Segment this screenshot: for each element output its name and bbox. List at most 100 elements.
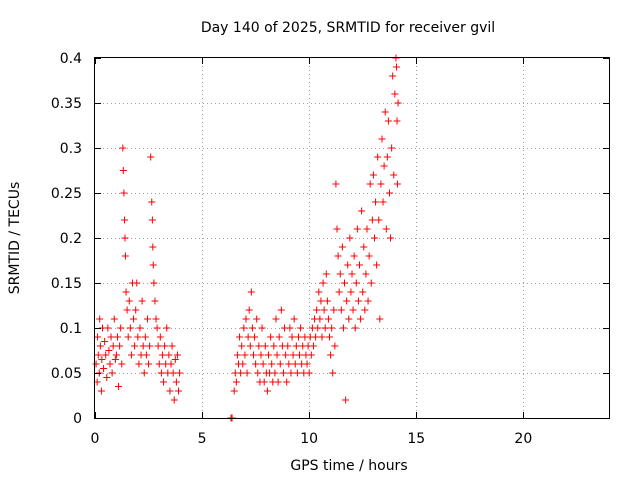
data-point	[255, 342, 263, 350]
data-point	[307, 351, 315, 359]
data-point	[118, 360, 126, 368]
data-point	[312, 333, 320, 341]
data-point	[94, 333, 102, 341]
data-point	[126, 324, 134, 332]
data-point	[140, 369, 148, 377]
data-point	[116, 342, 124, 350]
data-point	[110, 315, 118, 323]
data-point	[363, 225, 371, 233]
data-point	[161, 342, 169, 350]
data-point	[370, 234, 378, 242]
data-point	[153, 324, 161, 332]
data-point	[355, 261, 363, 269]
data-point	[393, 180, 401, 188]
data-point	[167, 360, 175, 368]
data-point	[169, 369, 177, 377]
data-point	[163, 324, 171, 332]
data-point	[358, 207, 366, 215]
data-point	[378, 135, 386, 143]
data-point	[294, 333, 302, 341]
data-point	[289, 351, 297, 359]
y-tick-label: 0.25	[51, 186, 82, 202]
y-tick-label: 0.05	[51, 366, 82, 382]
data-point	[254, 369, 262, 377]
data-point	[152, 315, 160, 323]
data-point	[322, 270, 330, 278]
data-point	[292, 342, 300, 350]
data-point	[383, 153, 391, 161]
data-point	[315, 288, 323, 296]
data-point	[101, 338, 109, 345]
data-point	[360, 243, 368, 251]
data-point	[253, 315, 261, 323]
data-point	[148, 216, 156, 224]
data-point	[242, 315, 250, 323]
data-point	[382, 225, 390, 233]
data-point	[343, 297, 351, 305]
data-point	[394, 99, 402, 107]
plot-frame	[94, 57, 610, 419]
data-point	[267, 333, 275, 341]
x-tick-label: 0	[91, 431, 100, 447]
data-point	[368, 216, 376, 224]
data-point	[123, 306, 131, 314]
data-point	[150, 279, 158, 287]
data-point	[111, 356, 119, 363]
x-tick-label: 5	[198, 431, 207, 447]
data-point	[142, 351, 150, 359]
data-point	[275, 333, 283, 341]
data-point	[258, 324, 266, 332]
data-point	[274, 378, 282, 386]
data-point	[125, 297, 133, 305]
data-point	[103, 374, 111, 381]
y-tick-label: 0.4	[60, 51, 82, 67]
data-point	[149, 243, 157, 251]
data-point	[347, 288, 355, 296]
data-point	[263, 387, 271, 395]
data-point	[270, 342, 278, 350]
data-point	[377, 180, 385, 188]
data-point	[173, 351, 181, 359]
data-point	[248, 324, 256, 332]
data-point	[376, 315, 384, 323]
data-point	[156, 333, 164, 341]
data-point	[105, 347, 113, 354]
data-point	[240, 324, 248, 332]
data-point	[175, 387, 183, 395]
data-point	[139, 342, 147, 350]
data-point	[136, 324, 144, 332]
data-point	[373, 261, 381, 269]
data-point	[155, 360, 163, 368]
data-point	[131, 342, 139, 350]
data-point	[268, 360, 276, 368]
data-point	[168, 342, 176, 350]
data-point	[350, 252, 358, 260]
data-point	[327, 351, 335, 359]
data-point	[273, 351, 281, 359]
data-point	[170, 396, 178, 404]
data-point	[241, 351, 249, 359]
data-point	[321, 324, 329, 332]
data-point	[313, 306, 321, 314]
data-point	[291, 360, 299, 368]
data-point	[303, 360, 311, 368]
data-point	[309, 342, 317, 350]
data-point	[333, 225, 341, 233]
y-tick-label: 0.15	[51, 276, 82, 292]
data-point	[246, 342, 254, 350]
data-point	[260, 378, 268, 386]
data-point	[316, 315, 324, 323]
data-point	[109, 342, 117, 350]
data-point	[171, 356, 179, 363]
data-point	[385, 189, 393, 197]
data-point	[120, 189, 128, 197]
data-point	[107, 333, 115, 341]
data-point	[357, 315, 365, 323]
data-point	[160, 378, 168, 386]
data-point	[98, 356, 106, 363]
data-point	[158, 351, 166, 359]
x-tick-label: 10	[300, 431, 318, 447]
data-point	[272, 315, 280, 323]
data-point	[230, 387, 238, 395]
data-point	[233, 351, 241, 359]
